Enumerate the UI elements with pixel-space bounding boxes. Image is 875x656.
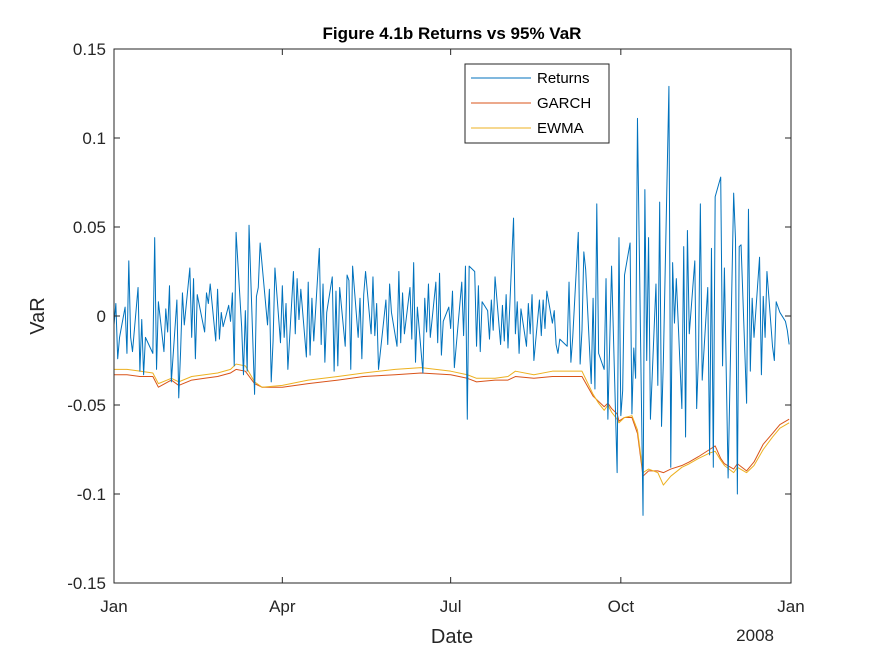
x-tick-label: Jan <box>777 597 804 616</box>
y-tick-label: 0.05 <box>73 218 106 237</box>
y-tick-label: 0 <box>97 307 106 326</box>
series-line-garch <box>114 368 790 477</box>
legend: Returns GARCH EWMA <box>464 63 610 144</box>
y-tick-label: -0.05 <box>67 396 106 415</box>
series-line-ewma <box>114 363 790 486</box>
x-tick-label: Jan <box>100 597 127 616</box>
x-tick-label: Jul <box>440 597 462 616</box>
x-axis-title: Date <box>431 626 473 648</box>
legend-label-returns: Returns <box>537 70 590 87</box>
legend-label-garch: GARCH <box>537 95 591 112</box>
y-tick-label: -0.1 <box>77 485 106 504</box>
y-axis: 0.15 0.1 0.05 0 -0.05 -0.1 -0.15 <box>67 40 791 593</box>
x-tick-label: Apr <box>269 597 296 616</box>
series-layer <box>113 85 790 516</box>
y-tick-label: 0.15 <box>73 40 106 59</box>
y-axis-title: VaR <box>27 297 49 334</box>
x-axis: Jan Apr Jul Oct Jan <box>100 49 805 616</box>
chart-title: Figure 4.1b Returns vs 95% VaR <box>323 24 582 43</box>
x-axis-year-label: 2008 <box>736 626 774 645</box>
y-tick-label: 0.1 <box>82 129 106 148</box>
legend-label-ewma: EWMA <box>537 120 584 137</box>
y-tick-label: -0.15 <box>67 574 106 593</box>
series-line-returns <box>113 85 790 516</box>
x-tick-label: Oct <box>608 597 635 616</box>
